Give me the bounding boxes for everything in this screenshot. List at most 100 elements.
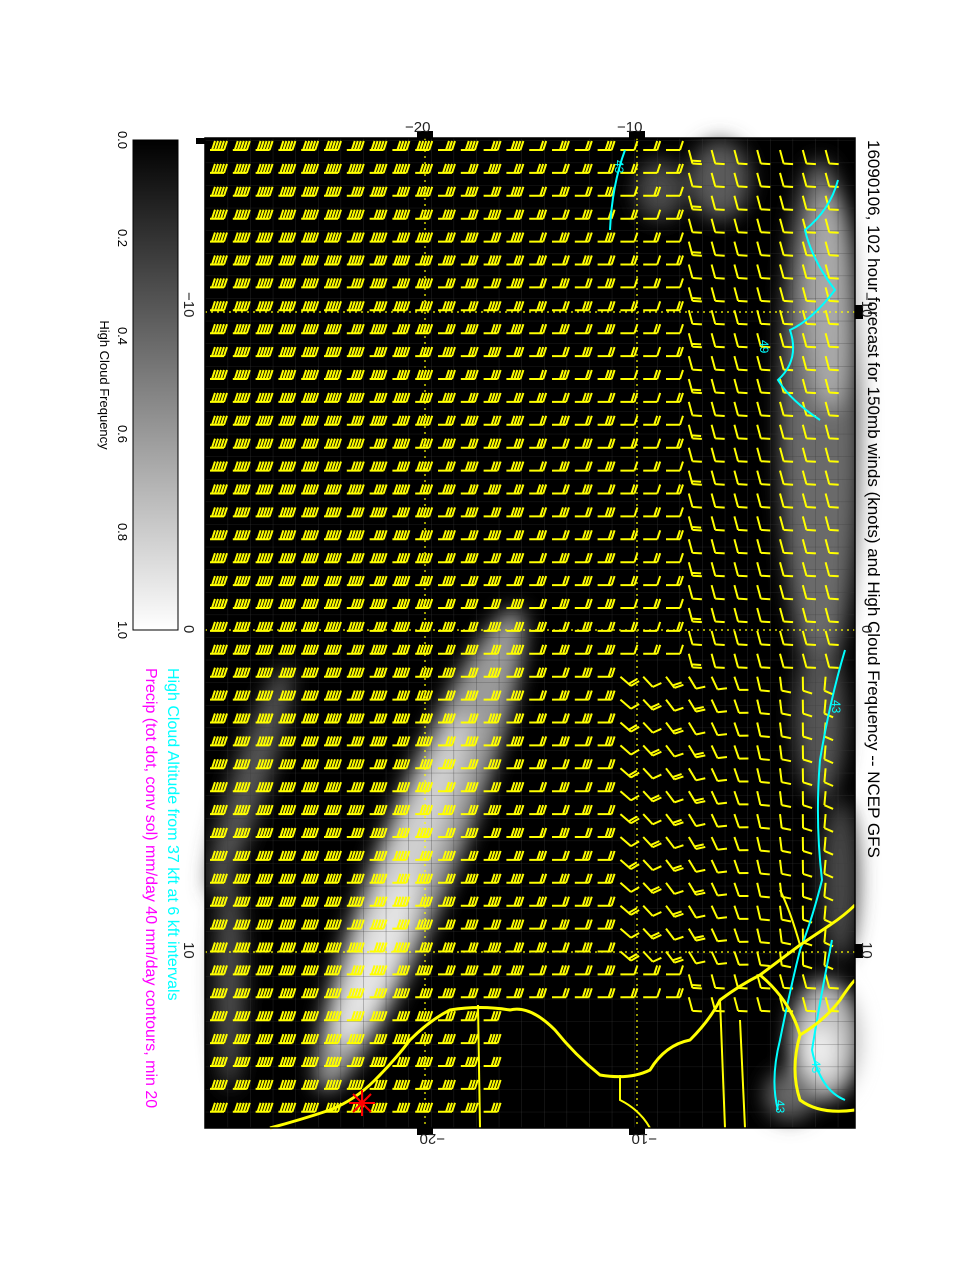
wind-barb — [392, 713, 411, 724]
wind-barb — [232, 827, 251, 838]
wind-barb — [346, 461, 365, 472]
wind-barb — [801, 882, 813, 901]
wind-barb — [710, 699, 728, 714]
wind-barb — [756, 332, 771, 349]
wind-barb — [369, 484, 388, 495]
wind-barb — [210, 529, 228, 541]
wind-barb — [392, 621, 411, 632]
colorbar-tick-label: 0.6 — [115, 425, 130, 443]
wind-barb — [301, 484, 320, 495]
wind-barb — [574, 300, 593, 312]
wind-barb — [506, 369, 525, 380]
wind-barb — [255, 598, 274, 609]
wind-barb — [642, 813, 662, 826]
wind-barb — [666, 552, 684, 564]
wind-barb — [687, 378, 702, 395]
wind-barb — [301, 987, 320, 999]
wind-barb — [278, 873, 297, 884]
wind-barb — [574, 713, 593, 724]
wind-barb — [483, 713, 502, 724]
wind-barb — [665, 721, 684, 735]
wind-barb — [643, 598, 662, 609]
wind-barb — [529, 896, 548, 907]
wind-barb — [597, 552, 616, 564]
wind-barb — [506, 140, 525, 151]
wind-barb — [324, 850, 342, 861]
wind-barb — [756, 401, 771, 417]
wind-barb — [643, 484, 662, 495]
wind-barb — [346, 1033, 365, 1045]
wind-barb — [529, 552, 548, 564]
wind-barb — [756, 928, 770, 945]
wind-barb — [232, 186, 251, 197]
wind-barb — [278, 163, 297, 174]
wind-barb — [643, 323, 662, 335]
wind-barb — [460, 965, 479, 976]
wind-barb — [232, 942, 251, 953]
wind-barb — [506, 965, 525, 976]
wind-barb — [278, 323, 297, 335]
wind-barb — [392, 392, 411, 403]
wind-barb — [824, 493, 839, 509]
wind-barb — [483, 346, 502, 358]
wind-barb — [255, 987, 274, 999]
colorbar-tick-label: 0.2 — [115, 229, 130, 247]
wind-barb — [483, 1010, 502, 1022]
wind-barb — [232, 1056, 251, 1067]
wind-barb — [597, 667, 616, 678]
wind-barb — [324, 1056, 342, 1067]
wind-barb — [574, 323, 593, 335]
wind-barb — [643, 255, 662, 266]
wind-barb — [369, 713, 388, 724]
wind-barb — [620, 140, 639, 151]
wind-barb — [733, 699, 749, 714]
wind-barb — [687, 744, 706, 759]
wind-barb — [438, 942, 456, 953]
wind-barb — [824, 584, 839, 601]
wind-barb — [529, 873, 548, 884]
wind-barb — [346, 438, 365, 449]
wind-barb — [324, 781, 342, 793]
wind-barb — [552, 438, 570, 449]
wind-barb — [210, 163, 228, 174]
wind-barb — [369, 987, 388, 999]
wind-barb — [823, 882, 834, 902]
wind-barb — [255, 278, 274, 289]
wind-barb — [574, 598, 593, 609]
wind-barb — [324, 415, 342, 426]
wind-barb — [415, 278, 434, 289]
wind-barbs — [210, 140, 839, 1113]
wind-barb — [824, 516, 839, 532]
wind-barb — [801, 768, 813, 787]
wind-barb — [687, 882, 706, 896]
wind-barb — [232, 598, 251, 609]
wind-barb — [255, 667, 274, 678]
wind-barb — [483, 896, 502, 907]
wind-barb — [483, 736, 502, 747]
wind-barb — [687, 676, 706, 690]
wind-barb — [597, 942, 616, 953]
wind-barb — [733, 882, 749, 898]
wind-barb — [369, 690, 388, 701]
wind-barb — [415, 1033, 434, 1045]
wind-barb — [301, 1102, 320, 1113]
wind-barb — [823, 859, 834, 879]
wind-barb — [552, 346, 570, 358]
wind-barb — [483, 461, 502, 472]
wind-barb — [801, 172, 816, 188]
wind-barb — [779, 653, 794, 669]
wind-barb — [324, 369, 342, 380]
wind-barb — [824, 424, 839, 440]
wind-barb — [369, 758, 388, 770]
wind-barb — [801, 447, 816, 463]
wind-barb — [369, 896, 388, 907]
wind-barb — [574, 392, 593, 403]
wind-barb — [369, 667, 388, 678]
wind-barb — [438, 850, 456, 861]
wind-barb — [597, 965, 616, 976]
wind-barb — [301, 942, 320, 953]
wind-barb — [415, 942, 434, 953]
wind-barb — [687, 332, 702, 349]
wind-barb — [597, 850, 616, 861]
wind-barb — [529, 781, 548, 793]
